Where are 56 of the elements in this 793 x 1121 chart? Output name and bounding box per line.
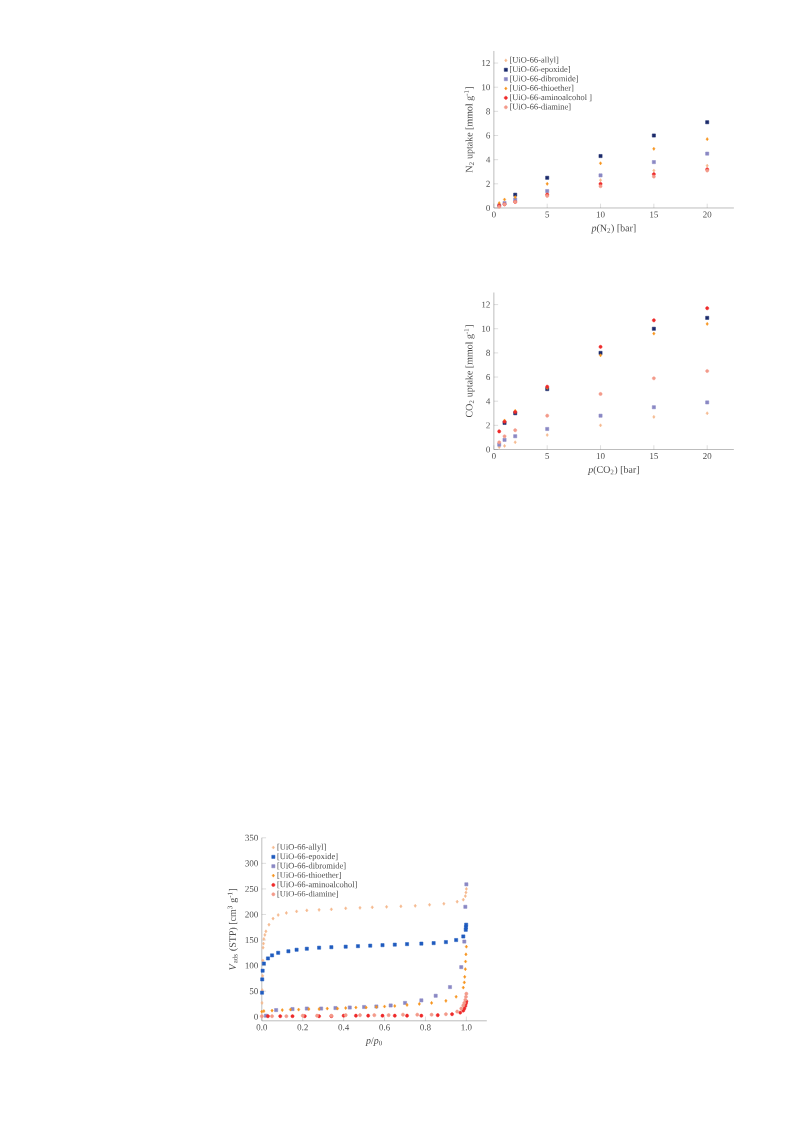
x-tick-label: 5: [545, 211, 550, 218]
x-tick-label: 20: [703, 211, 712, 218]
legend-label: [UiO-66-diamine]: [277, 890, 338, 898]
x-tick-label: 20: [703, 453, 712, 460]
y-tick-label: 10: [482, 84, 491, 91]
y-tick-label: 10: [482, 325, 491, 332]
x-tick-label: 15: [650, 211, 659, 218]
y-tick-label: 2: [486, 422, 490, 429]
x-tick-label: 0.8: [420, 1024, 431, 1031]
y-tick-label: 6: [486, 374, 491, 381]
y-tick-label: 12: [482, 60, 490, 67]
x-tick-label: 0.6: [379, 1024, 390, 1031]
y-tick-label: 300: [245, 860, 258, 867]
x-axis-title: p(N$_{2}$) [bar]: [590, 224, 636, 234]
y-tick-label: 150: [245, 937, 258, 944]
legend-label: [UiO-66-epoxide]: [277, 853, 338, 861]
y-tick-label: 50: [249, 988, 258, 995]
y-tick-label: 200: [245, 911, 258, 918]
legend-label: [UiO-66-dibromide]: [510, 75, 578, 83]
y-tick-label: 100: [245, 962, 258, 969]
y-tick-label: 250: [245, 885, 258, 892]
y-tick-label: 2: [486, 180, 490, 187]
x-tick-label: 0: [491, 211, 496, 218]
x-tick-label: 10: [596, 211, 605, 218]
legend-label: [UiO-66-thioether]: [510, 84, 574, 92]
y-tick-label: 8: [486, 108, 491, 115]
y-tick-label: 4: [486, 398, 491, 405]
x-tick-label: 10: [596, 453, 605, 460]
y-tick-label: 0: [486, 204, 491, 211]
legend-label: [UiO-66-thioether]: [277, 871, 341, 879]
x-tick-label: 15: [650, 453, 659, 460]
legend-label: [UiO-66-aminoalcohol]: [277, 881, 357, 889]
x-axis-title: p/p$_{0}$: [365, 1037, 382, 1046]
legend-label: [UiO-66-aminoalcohol ]: [510, 94, 592, 102]
y-tick-label: 0: [254, 1013, 258, 1020]
x-tick-label: 1.0: [461, 1024, 472, 1031]
legend-label: [UiO-66-diamine]: [510, 103, 571, 111]
x-tick-label: 0: [491, 453, 496, 460]
x-tick-label: 0.4: [338, 1024, 350, 1031]
y-tick-label: 8: [486, 349, 491, 356]
y-axis-title: V$_{ads}$ (STP) [cm$^{3}$ g$^{-1}$]: [227, 888, 239, 970]
x-tick-label: 5: [545, 453, 550, 459]
legend-label: [UiO-66-allyl]: [277, 843, 326, 852]
x-tick-label: 0.0: [256, 1024, 268, 1031]
y-tick-label: 4: [486, 156, 491, 163]
y-axis-title: N$_{2}$ uptake [mmol g$^{-1}$]: [464, 87, 475, 173]
y-tick-label: 6: [486, 132, 491, 139]
legend-label: [UiO-66-epoxide]: [510, 66, 570, 74]
x-tick-label: 0.2: [297, 1024, 308, 1031]
y-tick-label: 0: [486, 446, 491, 453]
x-axis-title: p(CO$_{2}$) [bar]: [587, 465, 639, 475]
legend-label: [UiO-66-allyl]: [510, 56, 559, 65]
y-tick-label: 12: [482, 301, 490, 308]
y-tick-label: 350: [245, 834, 258, 841]
legend-label: [UiO-66-dibromide]: [277, 862, 346, 870]
y-axis-title: CO$_{2}$ uptake [mmol g$^{-1}$]: [464, 325, 475, 418]
